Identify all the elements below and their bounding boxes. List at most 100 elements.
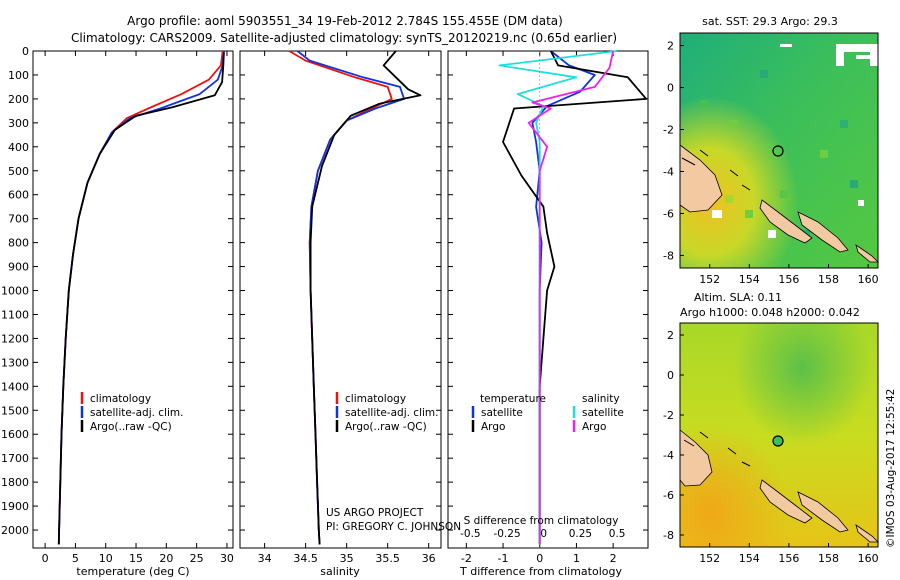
temperature-axes-frame xyxy=(32,50,234,549)
x2-tick-label: -0.25 xyxy=(493,528,520,540)
x-tick-label: 0 xyxy=(42,552,49,565)
x-tick-label: 35.5 xyxy=(375,552,400,565)
x-tick-label: 36 xyxy=(422,552,436,565)
map-x-tick-label: 160 xyxy=(858,273,879,286)
y-tick-label: 2000 xyxy=(1,524,29,537)
sla-high-anomaly xyxy=(680,323,878,547)
series-line-satellite-adj-clim- xyxy=(296,50,406,545)
x-tick-label: 20 xyxy=(159,552,173,565)
map-y-tick-label: -2 xyxy=(663,124,674,137)
salinity-legend: climatology satellite-adj. clim. Argo(..… xyxy=(335,392,438,433)
series-line-climatology xyxy=(288,50,393,545)
map-x-tick-label: 160 xyxy=(858,552,879,565)
map-y-tick-label: -8 xyxy=(663,529,674,542)
x2-tick-label: 0.5 xyxy=(609,528,626,540)
project-credit: US ARGO PROJECT xyxy=(326,507,424,519)
x-tick-label: 30 xyxy=(220,552,234,565)
sla-map-frame xyxy=(679,322,879,548)
map-x-tick-label: 156 xyxy=(778,273,799,286)
sst-map-title: sat. SST: 29.3 Argo: 29.3 xyxy=(702,15,838,28)
y-tick-label: 1800 xyxy=(1,476,29,489)
series-line-argo-raw-qc- xyxy=(57,52,225,545)
legend-label-argo: Argo(..raw -QC) xyxy=(345,421,427,433)
legend-label-climatology: climatology xyxy=(345,393,406,405)
sst-warm-pool xyxy=(680,33,878,268)
map-y-tick-label: 2 xyxy=(667,40,674,53)
legend-label-s-satellite: satellite xyxy=(582,407,624,419)
difference-profile-panel: -2 -1 0 1 2 -0.5 -0.25 0 0.25 0.5 S difference f… xyxy=(447,50,649,578)
map-x-tick-label: 158 xyxy=(818,273,839,286)
legend-label-t-argo: Argo xyxy=(481,421,505,433)
y-tick-label: 0 xyxy=(22,45,29,58)
t-difference-label: T difference from climatology xyxy=(459,565,622,578)
s-difference-x-axis: -0.5 -0.25 0 0.25 0.5 xyxy=(460,528,625,540)
y-tick-label: 400 xyxy=(8,141,29,154)
y-tick-label: 800 xyxy=(8,237,29,250)
x-tick-label: 0 xyxy=(536,552,543,565)
x-tick-label: 10 xyxy=(99,552,113,565)
difference-axes-frame xyxy=(447,50,649,549)
series-line-temperature-satellite xyxy=(531,50,596,545)
series-line-climatology xyxy=(57,50,224,545)
map-x-tick-label: 156 xyxy=(778,552,799,565)
x-tick-label: 5 xyxy=(72,552,79,565)
map-y-tick-label: -4 xyxy=(663,449,674,462)
map-y-tick-label: -8 xyxy=(663,249,674,262)
y-tick-label: 500 xyxy=(8,165,29,178)
map-y-tick-label: 2 xyxy=(667,329,674,342)
map-y-tick-label: 0 xyxy=(667,369,674,382)
x-tick-label: 1 xyxy=(573,552,580,565)
x2-tick-label: 0 xyxy=(540,528,547,540)
y-tick-label: 1600 xyxy=(1,428,29,441)
legend-title-temperature: temperature xyxy=(480,393,546,405)
legend-title-salinity: salinity xyxy=(582,393,620,405)
sla-map-panel: Altim. SLA: 0.11 Argo h1000: 0.048 h2000… xyxy=(663,291,879,565)
series-line-satellite-adj-clim- xyxy=(57,50,225,545)
depth-axis: 0 100 200 300 400 500 600 700 800 900 1000 1100 1200… xyxy=(1,45,233,537)
temperature-x-axis: 0 5 10 15 20 25 30 xyxy=(42,51,234,565)
x-tick-label: 15 xyxy=(129,552,143,565)
sst-map-frame xyxy=(679,32,879,269)
sst-profile-marker xyxy=(772,145,784,157)
map-x-tick-label: 152 xyxy=(699,273,720,286)
legend-label-s-argo: Argo xyxy=(582,421,606,433)
map-y-tick-label: -2 xyxy=(663,409,674,422)
map-x-tick-label: 154 xyxy=(739,273,760,286)
salinity-x-label: salinity xyxy=(320,565,360,578)
salinity-axes-frame xyxy=(239,50,442,549)
x-tick-label: 35 xyxy=(340,552,354,565)
legend-label-t-satellite: satellite xyxy=(481,407,523,419)
map-x-tick-label: 152 xyxy=(699,552,720,565)
x-tick-label: 34.5 xyxy=(293,552,318,565)
map-y-tick-label: -4 xyxy=(663,165,674,178)
figure-title-line2: Climatology: CARS2009. Satellite-adjuste… xyxy=(71,31,617,45)
y-tick-label: 1500 xyxy=(1,404,29,417)
x2-tick-label: -0.5 xyxy=(460,528,481,540)
x-tick-label: 34 xyxy=(258,552,272,565)
t-difference-x-axis: -2 -1 0 1 2 xyxy=(448,50,648,565)
sla-map-title: Altim. SLA: 0.11 xyxy=(694,291,782,304)
salinity-x-axis: 34 34.5 35 35.5 36 xyxy=(240,50,441,565)
y-tick-label: 1000 xyxy=(1,285,29,298)
s-difference-label: S difference from climatology xyxy=(464,515,619,527)
legend-label-climatology: climatology xyxy=(90,393,151,405)
y-tick-label: 600 xyxy=(8,189,29,202)
salinity-profile-panel: 34 34.5 35 35.5 36 salinity climatology sate… xyxy=(239,50,461,578)
sla-profile-marker xyxy=(772,435,784,447)
sst-map-panel: sat. SST: 29.3 Argo: 29.3 152 154 156 1 xyxy=(663,15,879,286)
y-tick-label: 1400 xyxy=(1,380,29,393)
series-line-argo-raw-qc- xyxy=(309,50,422,545)
map-x-tick-label: 158 xyxy=(818,552,839,565)
x-tick-label: 2 xyxy=(610,552,617,565)
x-tick-label: 25 xyxy=(190,552,204,565)
map-y-tick-label: -6 xyxy=(663,489,674,502)
series-line-temperature-argo xyxy=(502,50,648,545)
legend-label-satellite: satellite-adj. clim. xyxy=(345,407,438,419)
map-x-tick-label: 154 xyxy=(739,552,760,565)
legend-label-argo: Argo(..raw -QC) xyxy=(90,421,172,433)
y-tick-label: 1700 xyxy=(1,452,29,465)
y-tick-label: 1300 xyxy=(1,356,29,369)
temperature-legend: climatology satellite-adj. clim. Argo(..… xyxy=(80,392,183,433)
map-y-tick-label: 0 xyxy=(667,82,674,95)
